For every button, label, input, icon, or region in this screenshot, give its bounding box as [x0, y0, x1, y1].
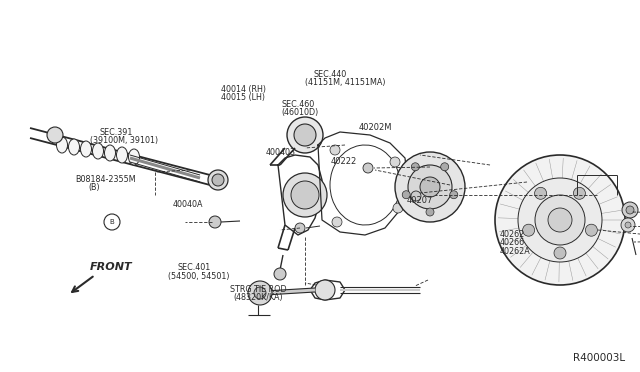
Circle shape: [622, 202, 638, 218]
Circle shape: [621, 218, 635, 232]
Ellipse shape: [116, 147, 127, 163]
Circle shape: [535, 195, 585, 245]
Ellipse shape: [56, 137, 67, 153]
Text: 40262: 40262: [499, 230, 524, 239]
Circle shape: [287, 117, 323, 153]
Text: B08184-2355M: B08184-2355M: [76, 175, 136, 184]
Text: 40222: 40222: [331, 157, 357, 166]
Text: R400003L: R400003L: [573, 353, 625, 363]
Circle shape: [332, 217, 342, 227]
Ellipse shape: [93, 143, 104, 159]
Circle shape: [294, 124, 316, 146]
Circle shape: [441, 163, 449, 171]
Text: FRONT: FRONT: [90, 262, 132, 272]
Circle shape: [248, 281, 272, 305]
Text: (41151M, 41151MA): (41151M, 41151MA): [305, 78, 385, 87]
Circle shape: [518, 178, 602, 262]
Circle shape: [330, 145, 340, 155]
Circle shape: [625, 222, 631, 228]
Circle shape: [47, 127, 63, 143]
Text: (54500, 54501): (54500, 54501): [168, 272, 230, 280]
Circle shape: [420, 177, 440, 197]
Text: (B): (B): [88, 183, 100, 192]
Circle shape: [573, 187, 586, 199]
Text: 40040A: 40040A: [173, 200, 204, 209]
Text: STRG TIE ROD: STRG TIE ROD: [230, 285, 287, 294]
Ellipse shape: [104, 145, 115, 161]
Text: SEC.401: SEC.401: [178, 263, 211, 272]
Ellipse shape: [68, 139, 79, 155]
Text: (48320K/KA): (48320K/KA): [234, 293, 284, 302]
Circle shape: [254, 287, 266, 299]
Circle shape: [395, 152, 465, 222]
Circle shape: [363, 163, 373, 173]
Text: 40207: 40207: [406, 196, 433, 205]
Text: SEC.440: SEC.440: [314, 70, 347, 79]
Text: 40262A: 40262A: [499, 247, 530, 256]
Circle shape: [411, 191, 421, 201]
Circle shape: [534, 187, 547, 199]
Text: B: B: [109, 219, 115, 225]
Circle shape: [291, 181, 319, 209]
Text: (46010D): (46010D): [282, 108, 319, 117]
Circle shape: [390, 157, 400, 167]
Text: 40266: 40266: [499, 238, 524, 247]
Text: SEC.460: SEC.460: [282, 100, 315, 109]
Circle shape: [554, 247, 566, 259]
Ellipse shape: [81, 141, 92, 157]
Circle shape: [274, 268, 286, 280]
Circle shape: [393, 203, 403, 213]
Text: 40014 (RH): 40014 (RH): [221, 85, 266, 94]
Text: SEC.391: SEC.391: [99, 128, 132, 137]
Circle shape: [295, 223, 305, 233]
Circle shape: [450, 191, 458, 199]
Text: 40202M: 40202M: [358, 123, 392, 132]
Circle shape: [523, 224, 534, 236]
Circle shape: [208, 170, 228, 190]
Text: 40015 (LH): 40015 (LH): [221, 93, 265, 102]
Circle shape: [209, 216, 221, 228]
Circle shape: [315, 280, 335, 300]
Circle shape: [408, 165, 452, 209]
Circle shape: [283, 173, 327, 217]
Text: (39100M, 39101): (39100M, 39101): [90, 136, 157, 145]
Circle shape: [495, 155, 625, 285]
Circle shape: [402, 191, 410, 199]
Circle shape: [426, 208, 434, 216]
Circle shape: [586, 224, 597, 236]
Circle shape: [548, 208, 572, 232]
Circle shape: [626, 206, 634, 214]
Circle shape: [212, 174, 224, 186]
Text: 400403: 400403: [266, 148, 296, 157]
Ellipse shape: [129, 149, 140, 165]
Circle shape: [412, 163, 419, 171]
